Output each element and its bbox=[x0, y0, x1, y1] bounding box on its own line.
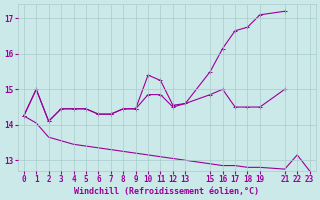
X-axis label: Windchill (Refroidissement éolien,°C): Windchill (Refroidissement éolien,°C) bbox=[74, 187, 259, 196]
